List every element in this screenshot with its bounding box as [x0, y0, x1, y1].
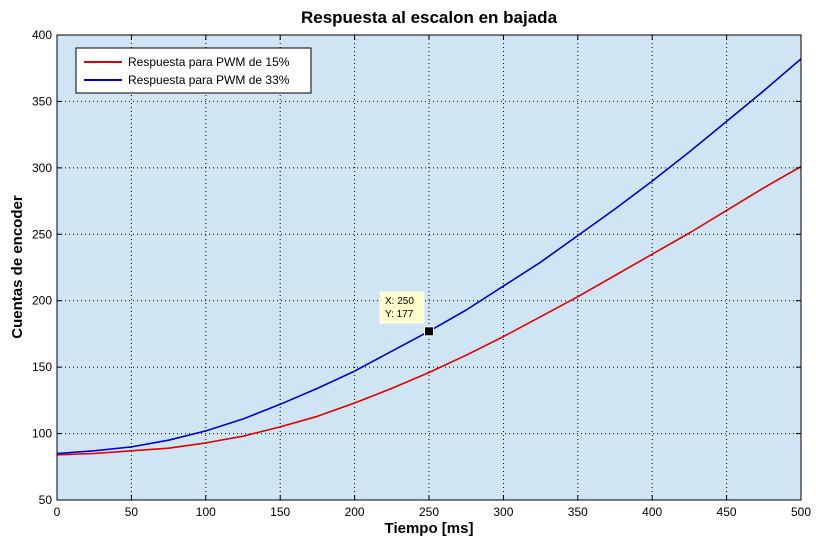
x-tick-label: 100 — [196, 505, 216, 519]
x-axis-label: Tiempo [ms] — [385, 520, 474, 537]
y-tick-label: 250 — [32, 227, 52, 241]
legend-box — [75, 47, 312, 94]
legend: Respuesta para PWM de 15% Respuesta para… — [75, 47, 312, 94]
series-line-pwm-15 — [56, 165, 802, 456]
datatip-y-value: Y: 177 — [385, 309, 414, 320]
x-tick-label: 500 — [791, 505, 811, 519]
legend-entry-pwm-15: Respuesta para PWM de 15% — [128, 55, 290, 69]
x-tick-label: 450 — [717, 505, 737, 519]
y-tick-label: 350 — [32, 94, 52, 108]
chart-title: Respuesta al escalon en bajada — [301, 8, 558, 27]
x-tick-label: 150 — [270, 505, 290, 519]
y-tick-label: 100 — [32, 427, 52, 441]
x-tick-label: 0 — [54, 505, 61, 519]
x-tick-label: 50 — [125, 505, 139, 519]
datatip[interactable]: X: 250 Y: 177 — [379, 291, 434, 337]
y-tick-label: 300 — [32, 161, 52, 175]
legend-entry-pwm-33: Respuesta para PWM de 33% — [128, 73, 290, 87]
y-tick-label: 50 — [39, 493, 53, 507]
x-tick-label: 200 — [345, 505, 365, 519]
x-tick-label: 400 — [642, 505, 662, 519]
y-tick-label: 400 — [32, 28, 52, 42]
y-tick-label: 200 — [32, 294, 52, 308]
x-tick-label: 250 — [419, 505, 439, 519]
y-axis-label: Cuentas de encoder — [9, 195, 26, 339]
axis-ticks: 0 50 100 150 200 250 300 350 400 450 5005010015020… — [32, 28, 811, 519]
x-tick-label: 300 — [493, 505, 513, 519]
y-tick-label: 150 — [32, 360, 52, 374]
datatip-x-value: X: 250 — [385, 296, 414, 307]
grid-lines — [57, 35, 801, 500]
x-tick-label: 350 — [568, 505, 588, 519]
datatip-marker[interactable] — [424, 326, 434, 337]
datatip-box — [379, 291, 425, 324]
